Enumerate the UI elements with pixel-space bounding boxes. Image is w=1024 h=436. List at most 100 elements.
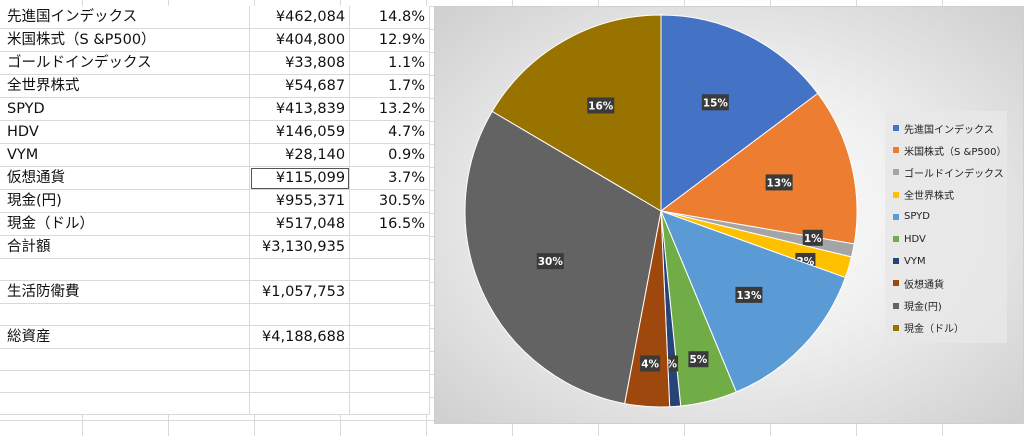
legend-item[interactable]: 現金（ドル） bbox=[893, 317, 1007, 339]
row-amount-cell[interactable]: ¥115,099 bbox=[249, 166, 351, 190]
table-row: 先進国インデックス ¥462,084 14.8% bbox=[0, 6, 430, 29]
data-label-text: 13% bbox=[767, 177, 793, 189]
row-amount-cell[interactable]: ¥3,130,935 bbox=[249, 235, 351, 259]
row-name-cell[interactable]: 全世界株式 bbox=[0, 74, 251, 98]
row-name-cell[interactable]: 現金（ドル） bbox=[0, 212, 251, 236]
legend-item[interactable]: 米国株式（S &P500） bbox=[893, 139, 1007, 161]
row-pct-cell[interactable]: 30.5% bbox=[349, 189, 430, 213]
legend-swatch bbox=[893, 258, 899, 265]
row-pct-cell[interactable] bbox=[349, 303, 430, 326]
row-name-cell[interactable]: 仮想通貨 bbox=[0, 166, 251, 190]
row-amount-cell[interactable]: ¥1,057,753 bbox=[249, 280, 351, 304]
row-name-cell[interactable]: 先進国インデックス bbox=[0, 6, 251, 29]
legend-item[interactable]: HDV bbox=[893, 228, 1007, 250]
row-pct-cell[interactable]: 14.8% bbox=[349, 6, 430, 29]
legend-item[interactable]: 仮想通貨 bbox=[893, 272, 1007, 294]
data-label-text: 13% bbox=[736, 290, 762, 302]
pie-slice[interactable] bbox=[659, 92, 858, 245]
row-amount-cell[interactable]: ¥404,800 bbox=[249, 28, 351, 52]
row-pct-cell[interactable] bbox=[349, 258, 430, 281]
row-amount-cell[interactable]: ¥4,188,688 bbox=[249, 325, 351, 349]
table-row: ゴールドインデックス ¥33,808 1.1% bbox=[0, 51, 430, 75]
row-pct-cell[interactable]: 1.1% bbox=[349, 51, 430, 75]
row-pct-cell[interactable]: 1.7% bbox=[349, 74, 430, 98]
legend-swatch bbox=[893, 169, 899, 176]
row-amount-cell[interactable]: ¥517,048 bbox=[249, 212, 351, 236]
row-name-cell[interactable] bbox=[0, 348, 251, 371]
row-amount-cell[interactable] bbox=[249, 348, 351, 371]
data-label-text: 1% bbox=[804, 233, 822, 245]
data-label-text: 30% bbox=[538, 256, 564, 268]
row-amount-cell[interactable]: ¥462,084 bbox=[249, 6, 351, 29]
row-pct-cell[interactable]: 16.5% bbox=[349, 212, 430, 236]
table-row: 合計額 ¥3,130,935 bbox=[0, 235, 430, 259]
row-amount-cell[interactable] bbox=[249, 258, 351, 281]
table-row bbox=[0, 258, 430, 281]
data-table: 先進国インデックス ¥462,084 14.8% 米国株式（S &P500） ¥404,… bbox=[0, 6, 430, 415]
row-name-cell[interactable] bbox=[0, 392, 251, 415]
chart-legend: 先進国インデックス 米国株式（S &P500） ゴールドインデックス全世界株式 SPY… bbox=[885, 111, 1007, 343]
pie-slice[interactable] bbox=[491, 14, 662, 212]
data-label-box bbox=[765, 174, 793, 191]
row-name-cell[interactable]: HDV bbox=[0, 120, 251, 144]
data-label-box bbox=[587, 97, 615, 114]
legend-label: 現金(円) bbox=[904, 302, 942, 314]
legend-item[interactable]: 現金(円) bbox=[893, 295, 1007, 317]
row-name-cell[interactable]: 現金(円) bbox=[0, 189, 251, 213]
legend-label: ゴールドインデックス bbox=[904, 168, 1004, 180]
data-label-text: 5% bbox=[690, 354, 708, 366]
legend-swatch bbox=[893, 147, 899, 154]
legend-label: 仮想通貨 bbox=[904, 279, 944, 291]
data-label: 30% bbox=[536, 253, 564, 270]
pie-slice[interactable] bbox=[660, 14, 819, 212]
row-pct-cell[interactable]: 13.2% bbox=[349, 97, 430, 121]
row-amount-cell[interactable]: ¥413,839 bbox=[249, 97, 351, 121]
row-amount-cell[interactable]: ¥28,140 bbox=[249, 143, 351, 167]
legend-swatch bbox=[893, 302, 899, 309]
row-amount-cell[interactable] bbox=[249, 303, 351, 326]
legend-item[interactable]: VYM bbox=[893, 250, 1007, 272]
table-row: 総資産 ¥4,188,688 bbox=[0, 325, 430, 349]
row-name-cell[interactable] bbox=[0, 370, 251, 393]
table-row: 生活防衛費 ¥1,057,753 bbox=[0, 280, 430, 304]
row-pct-cell[interactable]: 4.7% bbox=[349, 120, 430, 144]
legend-item[interactable]: 先進国インデックス bbox=[893, 117, 1007, 139]
row-name-cell[interactable] bbox=[0, 258, 251, 281]
row-amount-cell[interactable]: ¥955,371 bbox=[249, 189, 351, 213]
row-pct-cell[interactable]: 0.9% bbox=[349, 143, 430, 167]
table-row bbox=[0, 370, 430, 393]
row-name-cell[interactable]: VYM bbox=[0, 143, 251, 167]
row-pct-cell[interactable] bbox=[349, 392, 430, 415]
legend-item[interactable]: ゴールドインデックス bbox=[893, 161, 1007, 183]
row-amount-cell[interactable] bbox=[249, 370, 351, 393]
row-name-cell[interactable]: SPYD bbox=[0, 97, 251, 121]
table-row: VYM ¥28,140 0.9% bbox=[0, 143, 430, 167]
row-name-cell[interactable]: 生活防衛費 bbox=[0, 280, 251, 304]
legend-item[interactable]: 全世界株式 bbox=[893, 184, 1007, 206]
row-pct-cell[interactable] bbox=[349, 280, 430, 304]
row-pct-cell[interactable]: 3.7% bbox=[349, 166, 430, 190]
pie-chart-area[interactable]: 15%13%1%2%13%5%1%4%30%16% 先進国インデックス米国株式（… bbox=[434, 6, 1024, 424]
data-label: 1% bbox=[802, 229, 823, 246]
row-amount-cell[interactable] bbox=[249, 392, 351, 415]
row-pct-cell[interactable] bbox=[349, 325, 430, 349]
row-pct-cell[interactable]: 12.9% bbox=[349, 28, 430, 52]
row-pct-cell[interactable] bbox=[349, 370, 430, 393]
row-pct-cell[interactable] bbox=[349, 348, 430, 371]
legend-swatch bbox=[893, 191, 899, 198]
row-name-cell[interactable]: 米国株式（S &P500） bbox=[0, 28, 251, 52]
data-label: 4% bbox=[640, 355, 661, 372]
legend-item[interactable]: SPYD bbox=[893, 206, 1007, 228]
table-row: HDV ¥146,059 4.7% bbox=[0, 120, 430, 144]
row-amount-cell[interactable]: ¥146,059 bbox=[249, 120, 351, 144]
table-row bbox=[0, 348, 430, 371]
row-name-cell[interactable]: ゴールドインデックス bbox=[0, 51, 251, 75]
row-amount-cell[interactable]: ¥33,808 bbox=[249, 51, 351, 75]
row-name-cell[interactable]: 合計額 bbox=[0, 235, 251, 259]
legend-label: SPYD bbox=[904, 211, 930, 223]
row-name-cell[interactable]: 総資産 bbox=[0, 325, 251, 349]
row-amount-cell[interactable]: ¥54,687 bbox=[249, 74, 351, 98]
data-label-text: 4% bbox=[641, 358, 659, 370]
row-name-cell[interactable] bbox=[0, 303, 251, 326]
row-pct-cell[interactable] bbox=[349, 235, 430, 259]
